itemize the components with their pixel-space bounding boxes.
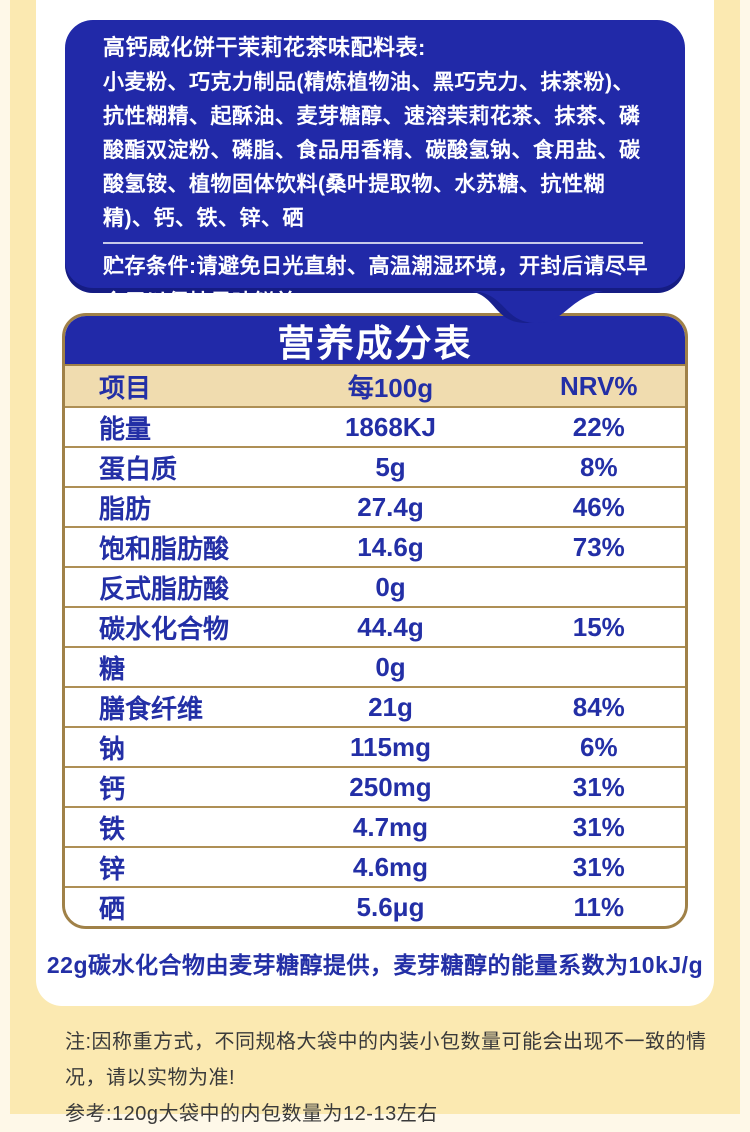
nutrient-amount: 14.6g [357,531,424,562]
nutrient-amount: 44.4g [357,611,424,642]
nutrient-amount: 21g [368,691,413,722]
nutrient-name: 钙 [99,773,126,804]
nutrient-nrv: 46% [572,491,625,522]
nutrient-nrv: 11% [573,891,625,922]
nutrient-name: 铁 [99,813,126,844]
ingredients-card: 高钙威化饼干茉莉花茶味配料表: 小麦粉、巧克力制品(精炼植物油、黑巧克力、抹茶粉… [65,20,685,323]
nutrient-amount: 4.7mg [352,811,429,842]
column-header-nrv: NRV% [560,370,638,401]
nutrient-nrv: 84% [572,691,625,722]
speech-bubble-tail-icon [473,291,603,323]
table-row: 膳食纤维 21g 84% [65,686,685,726]
table-row: 铁 4.7mg 31% [65,806,685,846]
nutrition-table: 营养成分表 项目 每100g NRV% 能量 1868KJ 22% 蛋白质 5g… [62,313,688,929]
nutrient-amount: 1868KJ [344,411,437,442]
table-row: 硒 5.6μg 11% [65,886,685,926]
nutrient-amount: 250mg [349,771,432,802]
yellow-background-band: 高钙威化饼干茉莉花茶味配料表: 小麦粉、巧克力制品(精炼植物油、黑巧克力、抹茶粉… [10,0,740,1125]
nutrient-amount: 0g [375,651,406,682]
table-row: 钙 250mg 31% [65,766,685,806]
content-panel: 高钙威化饼干茉莉花茶味配料表: 小麦粉、巧克力制品(精炼植物油、黑巧克力、抹茶粉… [36,0,714,1006]
nutrition-table-body: 能量 1868KJ 22% 蛋白质 5g 8% 脂肪 27.4g 46% 饱和脂… [65,406,685,926]
table-row: 反式脂肪酸 0g [65,566,685,606]
nutrient-name: 碳水化合物 [99,613,230,644]
footer-note: 注:因称重方式，不同规格大袋中的内装小包数量可能会出现不一致的情况，请以实物为准… [65,1024,715,1132]
nutrient-amount: 5g [375,451,406,482]
nutrient-nrv: 31% [572,851,625,882]
table-row: 锌 4.6mg 31% [65,846,685,886]
column-header-item: 项目 [99,372,152,403]
nutrient-nrv: 31% [572,771,625,802]
ingredients-title: 高钙威化饼干茉莉花茶味配料表: [103,35,426,60]
table-row: 钠 115mg 6% [65,726,685,766]
nutrient-amount: 115mg [350,731,431,762]
nutrient-nrv: 15% [572,611,625,642]
nutrient-name: 脂肪 [99,493,152,524]
storage-conditions: 贮存条件:请避免日光直射、高温潮湿环境，开封后请尽早食用以保持风味鲜美 [103,255,648,314]
nutrient-nrv: 8% [579,451,618,482]
nutrient-nrv: 6% [579,731,618,762]
card-divider [103,242,643,244]
nutrient-name: 膳食纤维 [99,693,204,724]
nutrient-name: 硒 [99,893,126,924]
nutrient-nrv: 31% [572,811,625,842]
nutrition-table-header-row: 项目 每100g NRV% [65,366,685,406]
nutrient-amount: 0g [375,571,406,602]
nutrient-amount: 27.4g [357,491,424,522]
nutrient-nrv: 22% [572,411,625,442]
footer-line-1: 注:因称重方式，不同规格大袋中的内装小包数量可能会出现不一致的情况，请以实物为准… [65,1031,707,1089]
nutrient-amount: 5.6μg [356,891,425,922]
table-row: 碳水化合物 44.4g 15% [65,606,685,646]
nutrient-name: 能量 [99,413,152,444]
nutrient-amount: 4.6mg [352,851,429,882]
nutrition-table-title: 营养成分表 [65,316,685,366]
carbohydrate-footnote: 22g碳水化合物由麦芽糖醇提供，麦芽糖醇的能量系数为10kJ/g [46,952,704,978]
nutrient-name: 钠 [99,733,126,764]
nutrient-name: 饱和脂肪酸 [99,533,230,564]
nutrient-nrv: 73% [572,531,625,562]
table-row: 蛋白质 5g 8% [65,446,685,486]
nutrient-name: 反式脂肪酸 [99,573,230,604]
nutrient-name: 锌 [99,853,126,884]
footer-line-2: 参考:120g大袋中的内包数量为12-13左右 [65,1103,438,1125]
table-row: 糖 0g [65,646,685,686]
table-row: 能量 1868KJ 22% [65,406,685,446]
nutrient-name: 糖 [99,653,126,684]
ingredients-list: 小麦粉、巧克力制品(精炼植物油、黑巧克力、抹茶粉)、抗性糊精、起酥油、麦芽糖醇、… [103,71,641,230]
table-row: 饱和脂肪酸 14.6g 73% [65,526,685,566]
column-header-per100g: 每100g [347,372,434,403]
nutrient-name: 蛋白质 [99,453,178,484]
table-row: 脂肪 27.4g 46% [65,486,685,526]
